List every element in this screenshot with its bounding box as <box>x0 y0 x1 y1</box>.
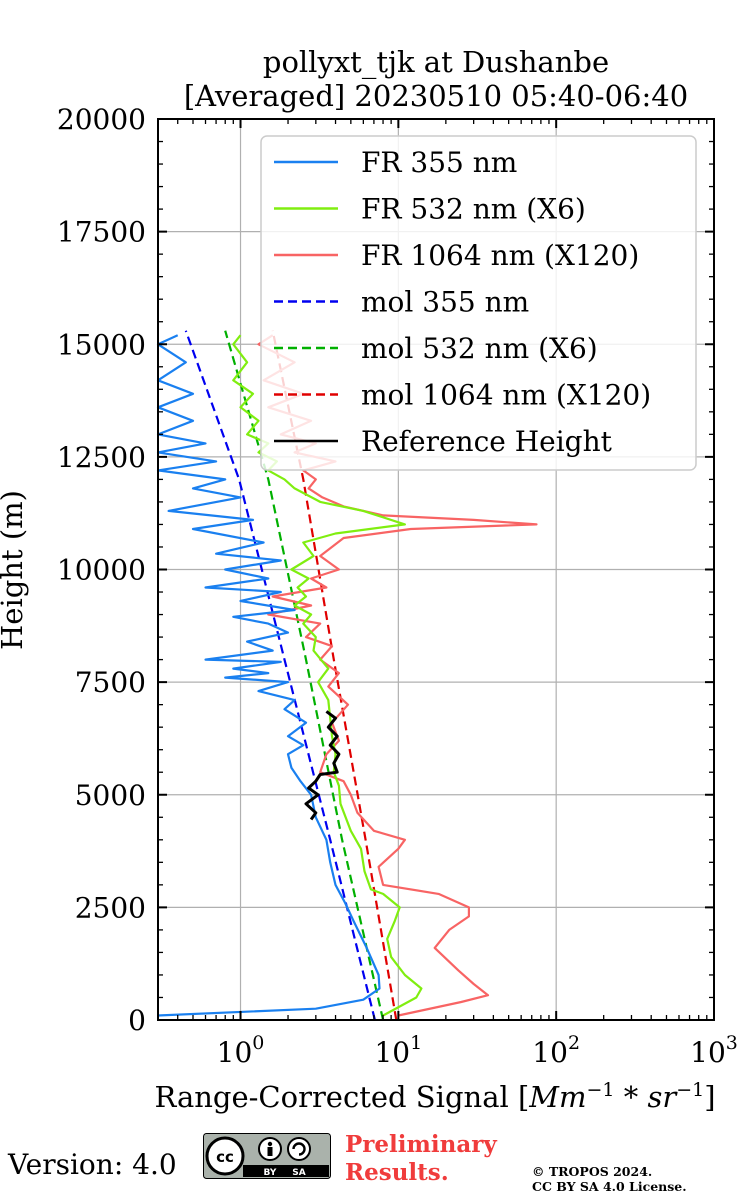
y-tick-label: 5000 <box>75 779 146 812</box>
x-axis-label-exp1: −1 <box>587 1079 615 1101</box>
series-line-reference-height <box>304 710 341 821</box>
legend-label: Reference Height <box>361 425 613 458</box>
x-tick-label-exponent: 1 <box>410 1032 422 1054</box>
legend-label: mol 1064 nm (X120) <box>361 379 651 412</box>
x-tick-label-base: 10 <box>532 1036 568 1069</box>
x-axis-label-end: ] <box>704 1080 715 1114</box>
legend-box <box>260 135 697 471</box>
y-tick-label: 7500 <box>75 666 146 699</box>
series-line-mol-1064-nm-x120 <box>271 330 398 1021</box>
chart-subtitle: [Averaged] 20230510 05:40-06:40 <box>184 79 688 113</box>
cc-by-sa-badge: cc BY SA <box>203 1133 331 1179</box>
x-tick-label: 101 <box>374 1032 422 1069</box>
series-line-fr-355-nm <box>156 334 381 1017</box>
preliminary-line-1: Preliminary <box>345 1131 497 1158</box>
preliminary-line-2: Results. <box>345 1159 449 1186</box>
x-tick-label-exponent: 0 <box>252 1032 264 1054</box>
by-label: BY <box>264 1168 277 1178</box>
legend-label: FR 355 nm <box>361 146 517 179</box>
cc-icon <box>205 1136 245 1176</box>
version-label: Version: 4.0 <box>8 1148 177 1181</box>
badge-bottom-strip <box>243 1165 329 1177</box>
legend-label: FR 1064 nm (X120) <box>361 239 639 272</box>
y-tick-label: 12500 <box>57 441 146 474</box>
by-icon-body <box>267 1147 273 1156</box>
chart: pollyxt_tjk at Dushanbe [Averaged] 20230… <box>0 45 738 1114</box>
x-axis-label-exp2: −1 <box>676 1079 704 1101</box>
legend-label: FR 532 nm (X6) <box>361 193 586 226</box>
y-tick-label: 2500 <box>75 891 146 924</box>
cc-icon-text: cc <box>216 1148 234 1166</box>
legend-label: mol 355 nm <box>361 286 529 319</box>
y-tick-label: 20000 <box>57 103 146 136</box>
series-line-mol-355-nm <box>184 330 376 1021</box>
sa-icon <box>287 1137 311 1161</box>
x-axis-label-mid: * sr <box>615 1080 679 1114</box>
x-tick-label-base: 10 <box>690 1036 726 1069</box>
copyright-line-1: © TROPOS 2024. <box>532 1164 653 1179</box>
legend-label: mol 532 nm (X6) <box>361 332 598 365</box>
copyright-note: © TROPOS 2024. CC BY SA 4.0 License. <box>532 1164 687 1194</box>
x-tick-label: 103 <box>690 1032 738 1069</box>
chart-title: pollyxt_tjk at Dushanbe <box>263 45 609 80</box>
y-tick-label: 15000 <box>57 328 146 361</box>
x-tick-label-exponent: 3 <box>726 1032 738 1054</box>
x-axis-label-unit: Mm <box>528 1080 586 1114</box>
y-tick-label: 10000 <box>57 554 146 587</box>
copyright-line-2: CC BY SA 4.0 License. <box>532 1179 687 1194</box>
legend: FR 355 nm FR 532 nm (X6) FR 1064 nm (X120)… <box>260 135 697 471</box>
axis-ticks: 0250050007500100001250015000175002000010… <box>57 103 738 1069</box>
x-tick-label: 102 <box>532 1032 580 1069</box>
y-tick-label: 17500 <box>57 216 146 249</box>
x-tick-label-base: 10 <box>217 1036 253 1069</box>
sa-icon-arrow <box>292 1142 306 1156</box>
y-tick-label: 0 <box>128 1004 146 1037</box>
x-tick-label-base: 10 <box>374 1036 410 1069</box>
series-line-mol-532-nm-x6 <box>224 330 385 1021</box>
x-axis-label-text: Range-Corrected Signal [ <box>154 1080 529 1114</box>
x-tick-label: 100 <box>217 1032 265 1069</box>
preliminary-results-note: Preliminary Results. <box>345 1131 497 1187</box>
sa-label: SA <box>292 1168 305 1178</box>
y-axis-label: Height (m) <box>0 490 29 650</box>
by-icon-head <box>267 1141 273 1147</box>
x-tick-label-exponent: 2 <box>568 1032 580 1054</box>
x-axis-label: Range-Corrected Signal [Mm−1 * sr−1] <box>154 1079 715 1114</box>
